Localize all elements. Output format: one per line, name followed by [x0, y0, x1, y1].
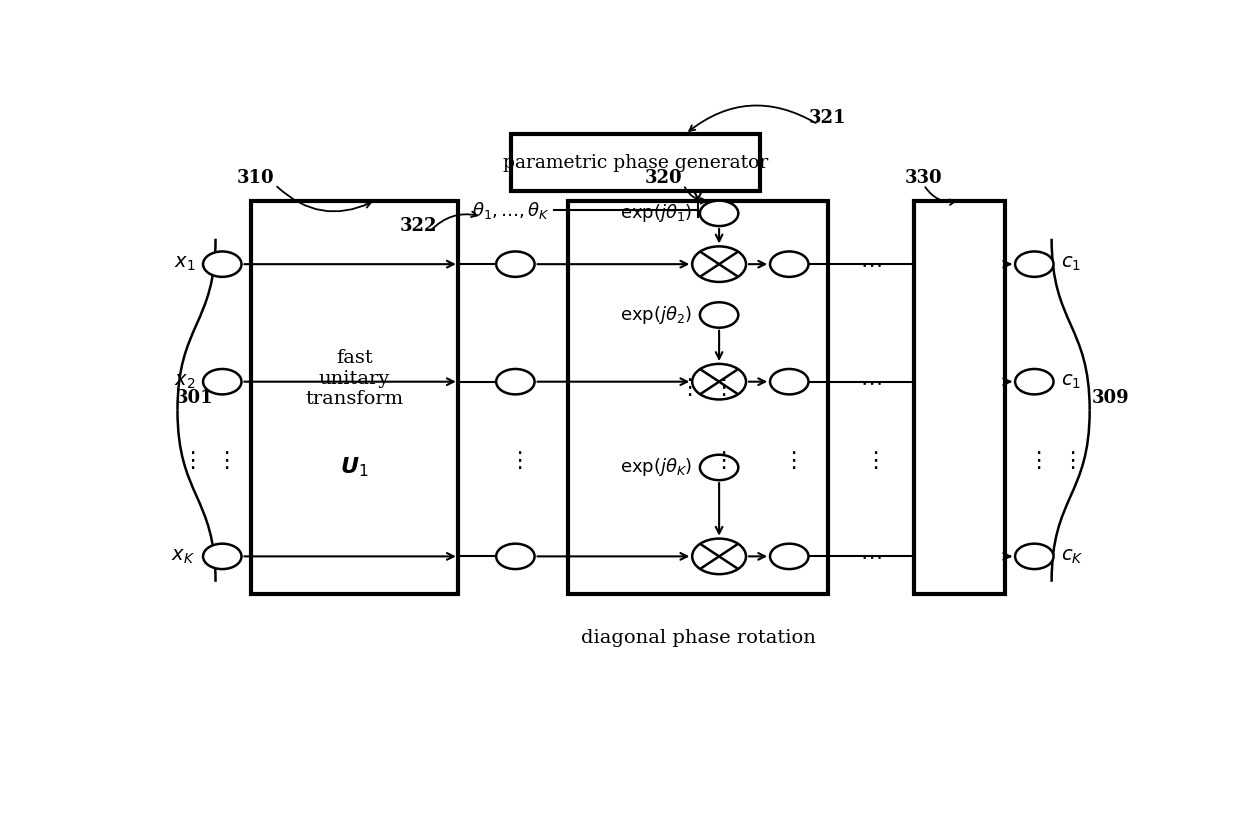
- Circle shape: [203, 252, 242, 277]
- Text: $\cdots$: $\cdots$: [861, 253, 882, 276]
- Text: $\theta_1,\ldots,\theta_K$: $\theta_1,\ldots,\theta_K$: [472, 200, 551, 220]
- Text: $\cdots$: $\cdots$: [861, 370, 882, 393]
- Text: 330: 330: [905, 169, 942, 187]
- Text: $\vdots$: $\vdots$: [1061, 450, 1075, 472]
- Text: $c_1$: $c_1$: [1061, 373, 1081, 391]
- Bar: [914, 200, 1006, 595]
- Text: parametric phase generator: parametric phase generator: [503, 153, 768, 172]
- Text: $\vdots$: $\vdots$: [215, 450, 229, 472]
- Text: $\vdots$: $\vdots$: [712, 450, 727, 472]
- Circle shape: [699, 200, 738, 226]
- Circle shape: [496, 252, 534, 277]
- Text: $\mathrm{exp}(j\theta_2)$: $\mathrm{exp}(j\theta_2)$: [620, 304, 692, 326]
- Circle shape: [699, 302, 738, 328]
- Circle shape: [770, 252, 808, 277]
- Circle shape: [203, 544, 242, 569]
- Text: $\mathrm{exp}(j\theta_K)$: $\mathrm{exp}(j\theta_K)$: [620, 456, 692, 478]
- Circle shape: [1016, 544, 1054, 569]
- Text: $\vdots$: $\vdots$: [1027, 450, 1042, 472]
- Circle shape: [699, 455, 738, 480]
- Bar: [568, 200, 828, 595]
- Text: 321: 321: [808, 109, 846, 127]
- Text: $\vdots$: $\vdots$: [181, 450, 196, 472]
- Text: 310: 310: [237, 169, 274, 187]
- Text: $\vdots$: $\vdots$: [864, 450, 878, 472]
- Text: diagonal phase rotation: diagonal phase rotation: [580, 629, 816, 648]
- Text: 301: 301: [176, 389, 213, 407]
- Text: $\vdots$: $\vdots$: [508, 450, 522, 472]
- Text: $c_1$: $c_1$: [1061, 255, 1081, 273]
- Text: $x_K$: $x_K$: [171, 547, 196, 565]
- Circle shape: [1016, 369, 1054, 394]
- Text: $\cdots$: $\cdots$: [861, 545, 882, 568]
- Text: fast
unitary
transform: fast unitary transform: [305, 349, 403, 408]
- Circle shape: [496, 544, 534, 569]
- Circle shape: [692, 364, 746, 399]
- Circle shape: [692, 247, 746, 282]
- Bar: [511, 134, 760, 191]
- Text: $\mathrm{exp}(j\theta_1)$: $\mathrm{exp}(j\theta_1)$: [620, 202, 692, 224]
- Text: $\vdots$: $\vdots$: [712, 377, 727, 399]
- Bar: [250, 200, 458, 595]
- Circle shape: [692, 539, 746, 574]
- Circle shape: [496, 369, 534, 394]
- Text: $\vdots$: $\vdots$: [782, 450, 796, 472]
- Text: 322: 322: [401, 217, 438, 235]
- Text: $x_2$: $x_2$: [174, 373, 196, 391]
- Text: $\boldsymbol{U}_1$: $\boldsymbol{U}_1$: [340, 455, 368, 479]
- Circle shape: [1016, 252, 1054, 277]
- Text: $\vdots$: $\vdots$: [678, 377, 692, 399]
- Circle shape: [203, 369, 242, 394]
- Text: $x_1$: $x_1$: [174, 255, 196, 273]
- Text: $c_K$: $c_K$: [1061, 547, 1084, 565]
- Circle shape: [770, 544, 808, 569]
- Circle shape: [770, 369, 808, 394]
- Text: 320: 320: [645, 169, 683, 187]
- Text: 309: 309: [1092, 389, 1130, 407]
